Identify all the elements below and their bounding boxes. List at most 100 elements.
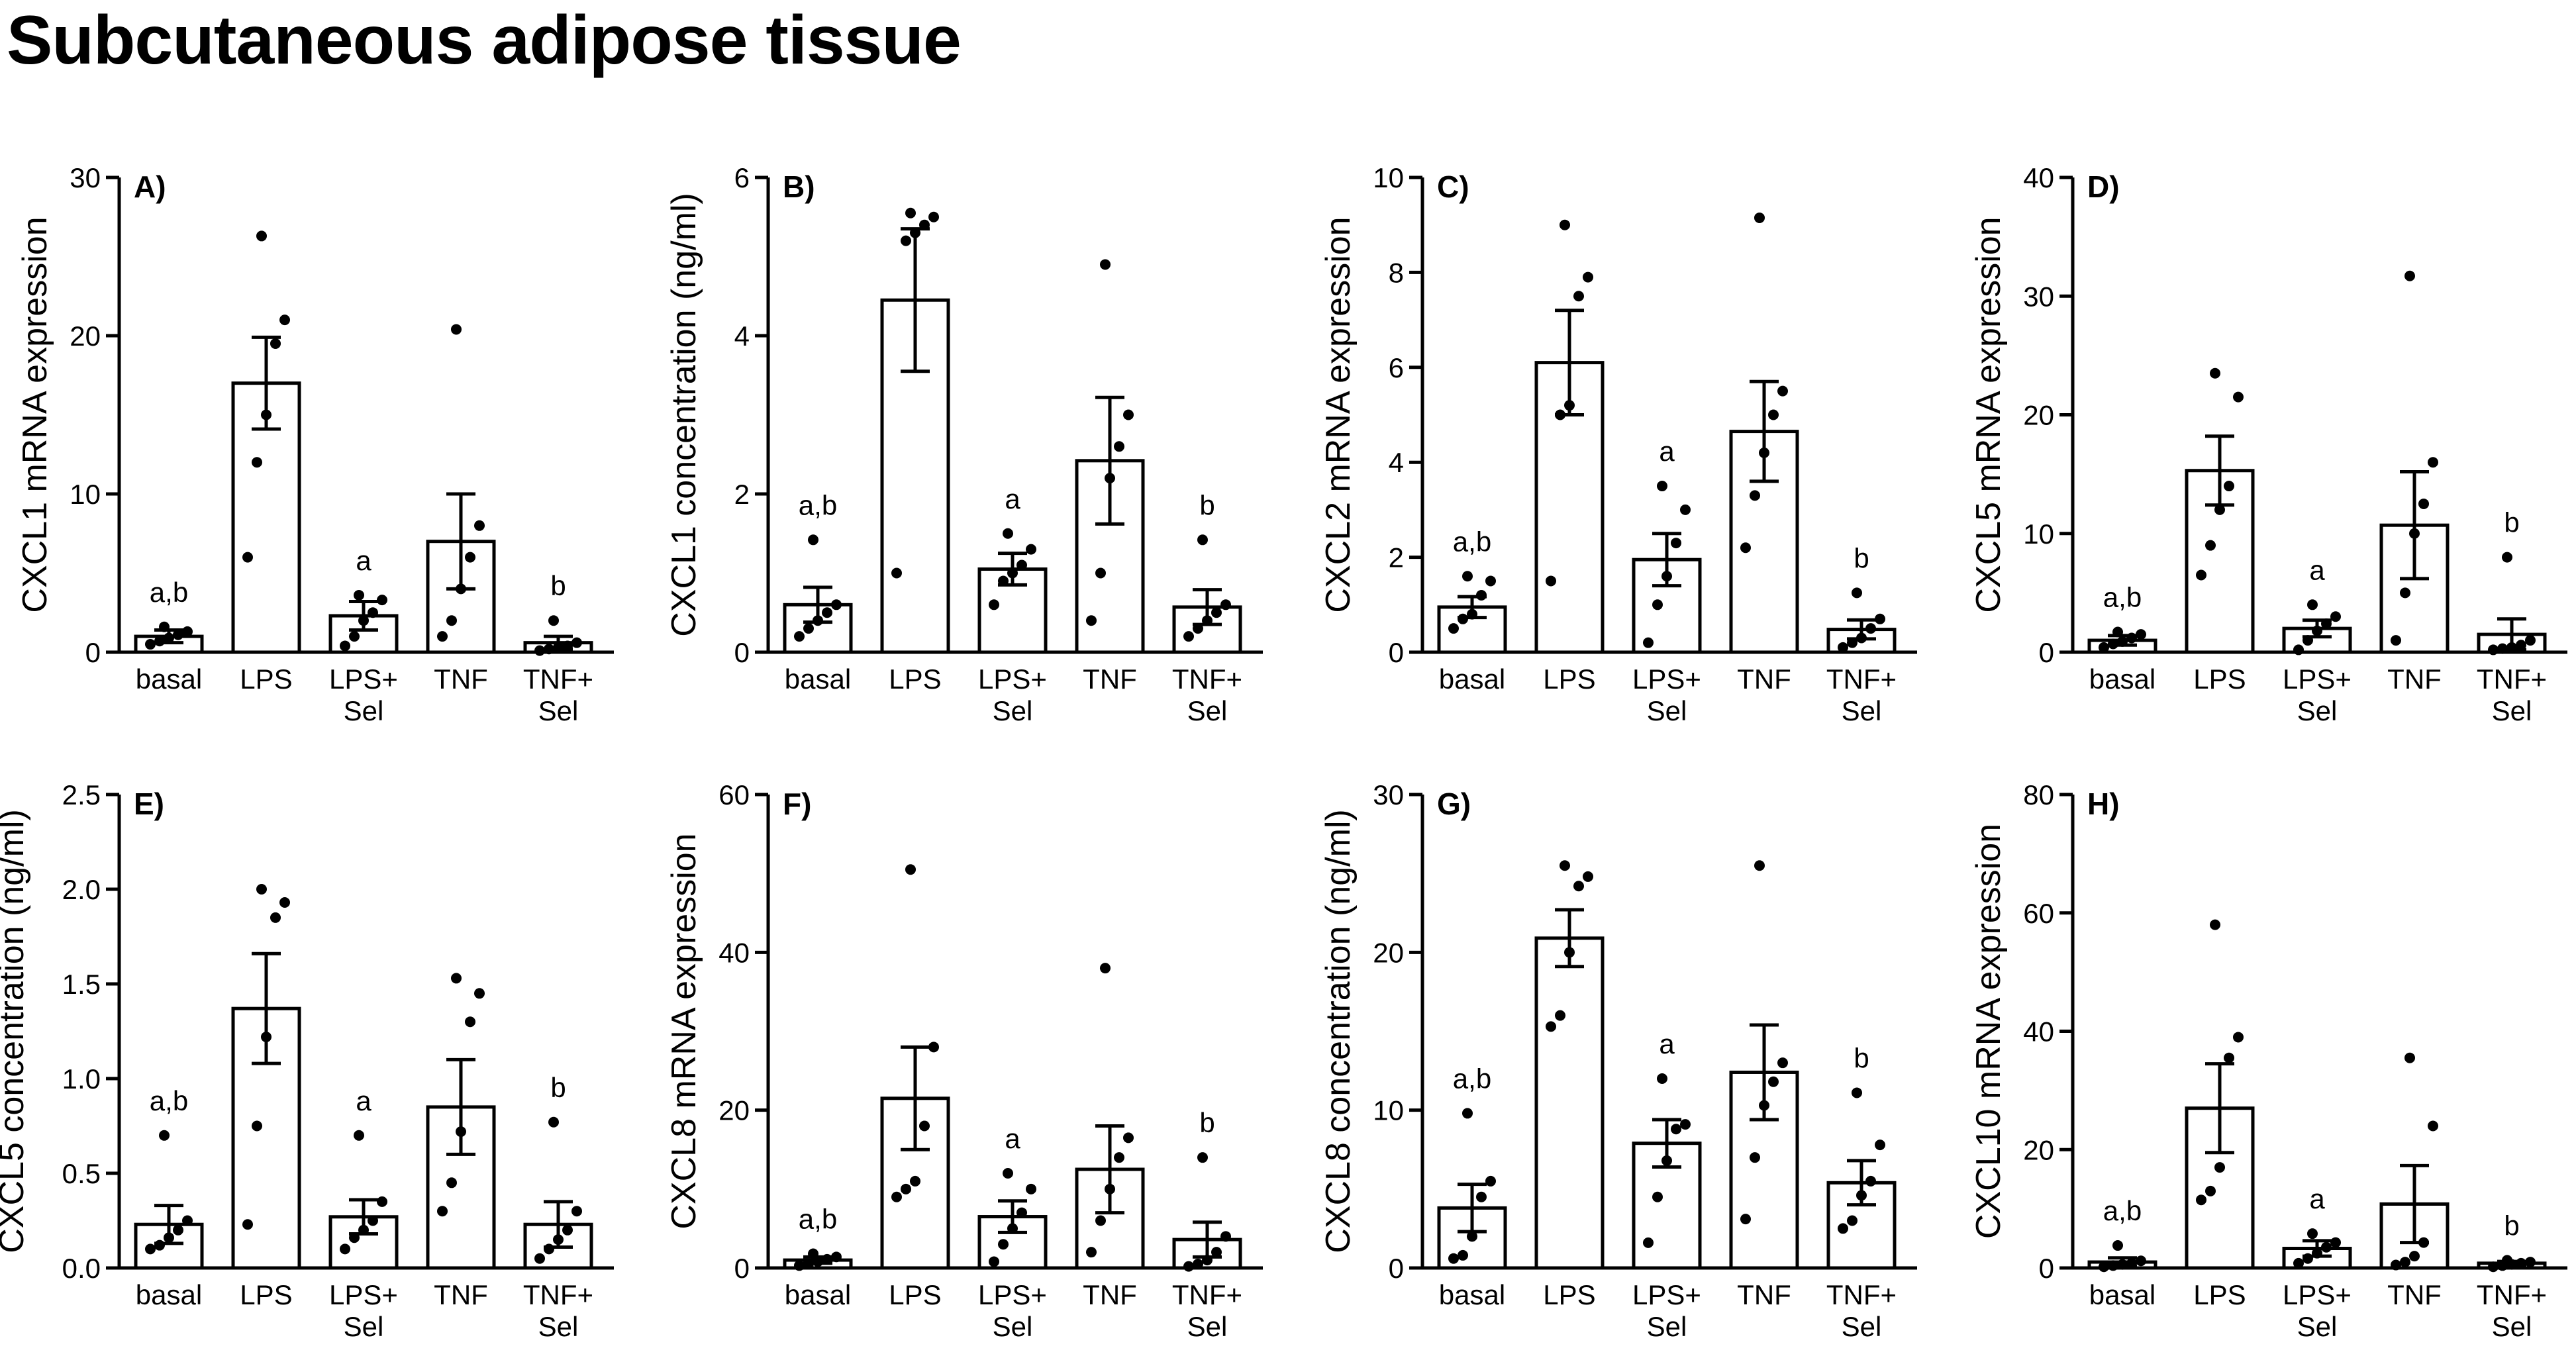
- chart-5-category-label: TNF+ Sel: [523, 1279, 593, 1342]
- chart-8-significance-label: b: [2504, 1210, 2519, 1241]
- chart-8-category-label: TNF+ Sel: [2477, 1279, 2547, 1342]
- page-title: Subcutaneous adipose tissue: [7, 2, 962, 79]
- chart-5-data-point: [358, 1224, 369, 1236]
- chart-6-data-point: [1007, 1223, 1018, 1234]
- chart-7-data-point: [1555, 1010, 1565, 1021]
- chart-7-data-point: [1583, 871, 1593, 882]
- chart-4-y-tick-label: 40: [2023, 162, 2054, 193]
- chart-5-data-point: [553, 1234, 564, 1245]
- chart-1-data-point: [358, 615, 369, 626]
- chart-7-panel-label: G): [1437, 787, 1471, 821]
- chart-2-panel-label: B): [783, 170, 815, 204]
- chart-2-data-point: [1100, 259, 1111, 270]
- chart-6-category-label: TNF: [1083, 1279, 1137, 1310]
- chart-2-data-point: [1016, 559, 1027, 571]
- chart-6-data-point: [910, 1175, 920, 1187]
- chart-7-data-point: [1750, 1152, 1760, 1163]
- chart-2-data-point: [1086, 615, 1097, 626]
- chart-8-data-point: [2205, 1185, 2216, 1196]
- chart-6-significance-label: a: [1005, 1123, 1020, 1154]
- chart-8-data-point: [2214, 1162, 2225, 1173]
- chart-3-data-point: [1852, 587, 1862, 599]
- chart-4-data-point: [2112, 626, 2123, 638]
- chart-3-category-label: basal: [1439, 663, 1505, 695]
- chart-2-data-point: [901, 235, 911, 246]
- chart-5-data-point: [377, 1196, 387, 1207]
- chart-2-bar-1: [783, 603, 853, 654]
- chart-6-data-point: [1193, 1259, 1203, 1270]
- chart-1-data-point: [456, 583, 466, 595]
- chart-4-data-point: [2205, 540, 2216, 551]
- chart-7-data-point: [1467, 1231, 1477, 1242]
- chart-5-y-tick-label: 0.0: [62, 1253, 101, 1284]
- chart-8-data-point: [2210, 919, 2220, 930]
- chart-1-significance-label: a,b: [150, 577, 188, 608]
- chart-1-data-point: [571, 637, 582, 648]
- chart-8-data-point: [2117, 1259, 2128, 1270]
- chart-5-data-point: [534, 1253, 545, 1264]
- chart-1-data-point: [261, 409, 272, 420]
- chart-5-y-tick-label: 1.0: [62, 1063, 101, 1094]
- chart-3-data-point: [1875, 613, 1885, 624]
- chart-1-data-point: [154, 636, 165, 647]
- chart-5-y-tick-label: 2.0: [62, 874, 101, 905]
- chart-7-y-tick-label: 20: [1373, 937, 1404, 968]
- chart-7-data-point: [1448, 1253, 1459, 1264]
- chart-4-significance-label: b: [2504, 507, 2519, 538]
- chart-2-category-label: LPS+ Sel: [978, 663, 1047, 726]
- chart-2-data-point: [813, 615, 823, 626]
- chart-5-significance-label: b: [550, 1072, 566, 1103]
- chart-1-category-label: LPS+ Sel: [329, 663, 398, 726]
- chart-6-significance-label: b: [1199, 1107, 1214, 1138]
- chart-4-data-point: [2497, 643, 2508, 654]
- chart-5-data-point: [242, 1219, 253, 1230]
- chart-8-bar-2: [2185, 1106, 2255, 1270]
- chart-5-data-point: [474, 988, 485, 999]
- chart-7-data-point: [1759, 1100, 1769, 1111]
- chart-7-y-tick-label: 0: [1389, 1253, 1404, 1284]
- chart-8-data-point: [2099, 1261, 2109, 1273]
- chart-3-data-point: [1573, 291, 1584, 302]
- chart-7-data-point: [1838, 1223, 1848, 1234]
- chart-5-data-point: [173, 1224, 183, 1236]
- chart-7-category-label: TNF+ Sel: [1826, 1279, 1897, 1342]
- chart-4-data-point: [2303, 635, 2313, 646]
- chart-3-category-label: LPS+ Sel: [1632, 663, 1701, 726]
- chart-6-y-tick-label: 0: [734, 1253, 750, 1284]
- chart-3-data-point: [1546, 575, 1556, 587]
- chart-6-y-axis-label: CXCL8 mRNA expression: [665, 833, 703, 1229]
- chart-4-significance-label: a,b: [2103, 582, 2142, 613]
- chart-3-data-point: [1657, 481, 1667, 492]
- chart-3-data-point: [1847, 637, 1858, 648]
- chart-8-data-point: [2418, 1237, 2429, 1248]
- chart-7-data-point: [1777, 1057, 1788, 1069]
- chart-8-data-point: [2516, 1257, 2526, 1269]
- chart-8-data-point: [2126, 1257, 2137, 1269]
- chart-4-data-point: [2428, 457, 2438, 468]
- chart-6-panel-label: F): [783, 787, 811, 821]
- chart-8-y-tick-label: 0: [2039, 1253, 2054, 1284]
- chart-3-data-point: [1462, 571, 1473, 582]
- chart-1-data-point: [242, 552, 253, 563]
- chart-6-data-point: [1220, 1231, 1231, 1242]
- chart-6-data-point: [1183, 1261, 1194, 1272]
- chart-4-data-point: [2404, 270, 2415, 281]
- chart-8-data-point: [2233, 1032, 2244, 1043]
- chart-1-y-tick-label: 30: [70, 162, 101, 193]
- chart-8-data-point: [2112, 1240, 2123, 1251]
- chart-7-y-tick-label: 30: [1373, 779, 1404, 810]
- chart-7-category-label: LPS: [1543, 1279, 1595, 1310]
- chart-4-data-point: [2224, 481, 2234, 492]
- chart-5-panel-label: E): [134, 787, 164, 821]
- chart-2-y-tick-label: 0: [734, 637, 750, 668]
- chart-1-panel-label: A): [134, 170, 166, 204]
- chart-panel-8: 0 20 40 60 80 CXCL10 mRNA expression H) basal a,…: [1969, 779, 2567, 1342]
- chart-8-data-point: [2321, 1241, 2332, 1253]
- chart-8-category-label: basal: [2089, 1279, 2155, 1310]
- chart-3-data-point: [1458, 613, 1468, 624]
- chart-3-y-tick-label: 2: [1389, 542, 1404, 573]
- chart-3-y-tick-label: 6: [1389, 352, 1404, 383]
- chart-6-data-point: [905, 864, 916, 875]
- chart-7-data-point: [1856, 1190, 1867, 1201]
